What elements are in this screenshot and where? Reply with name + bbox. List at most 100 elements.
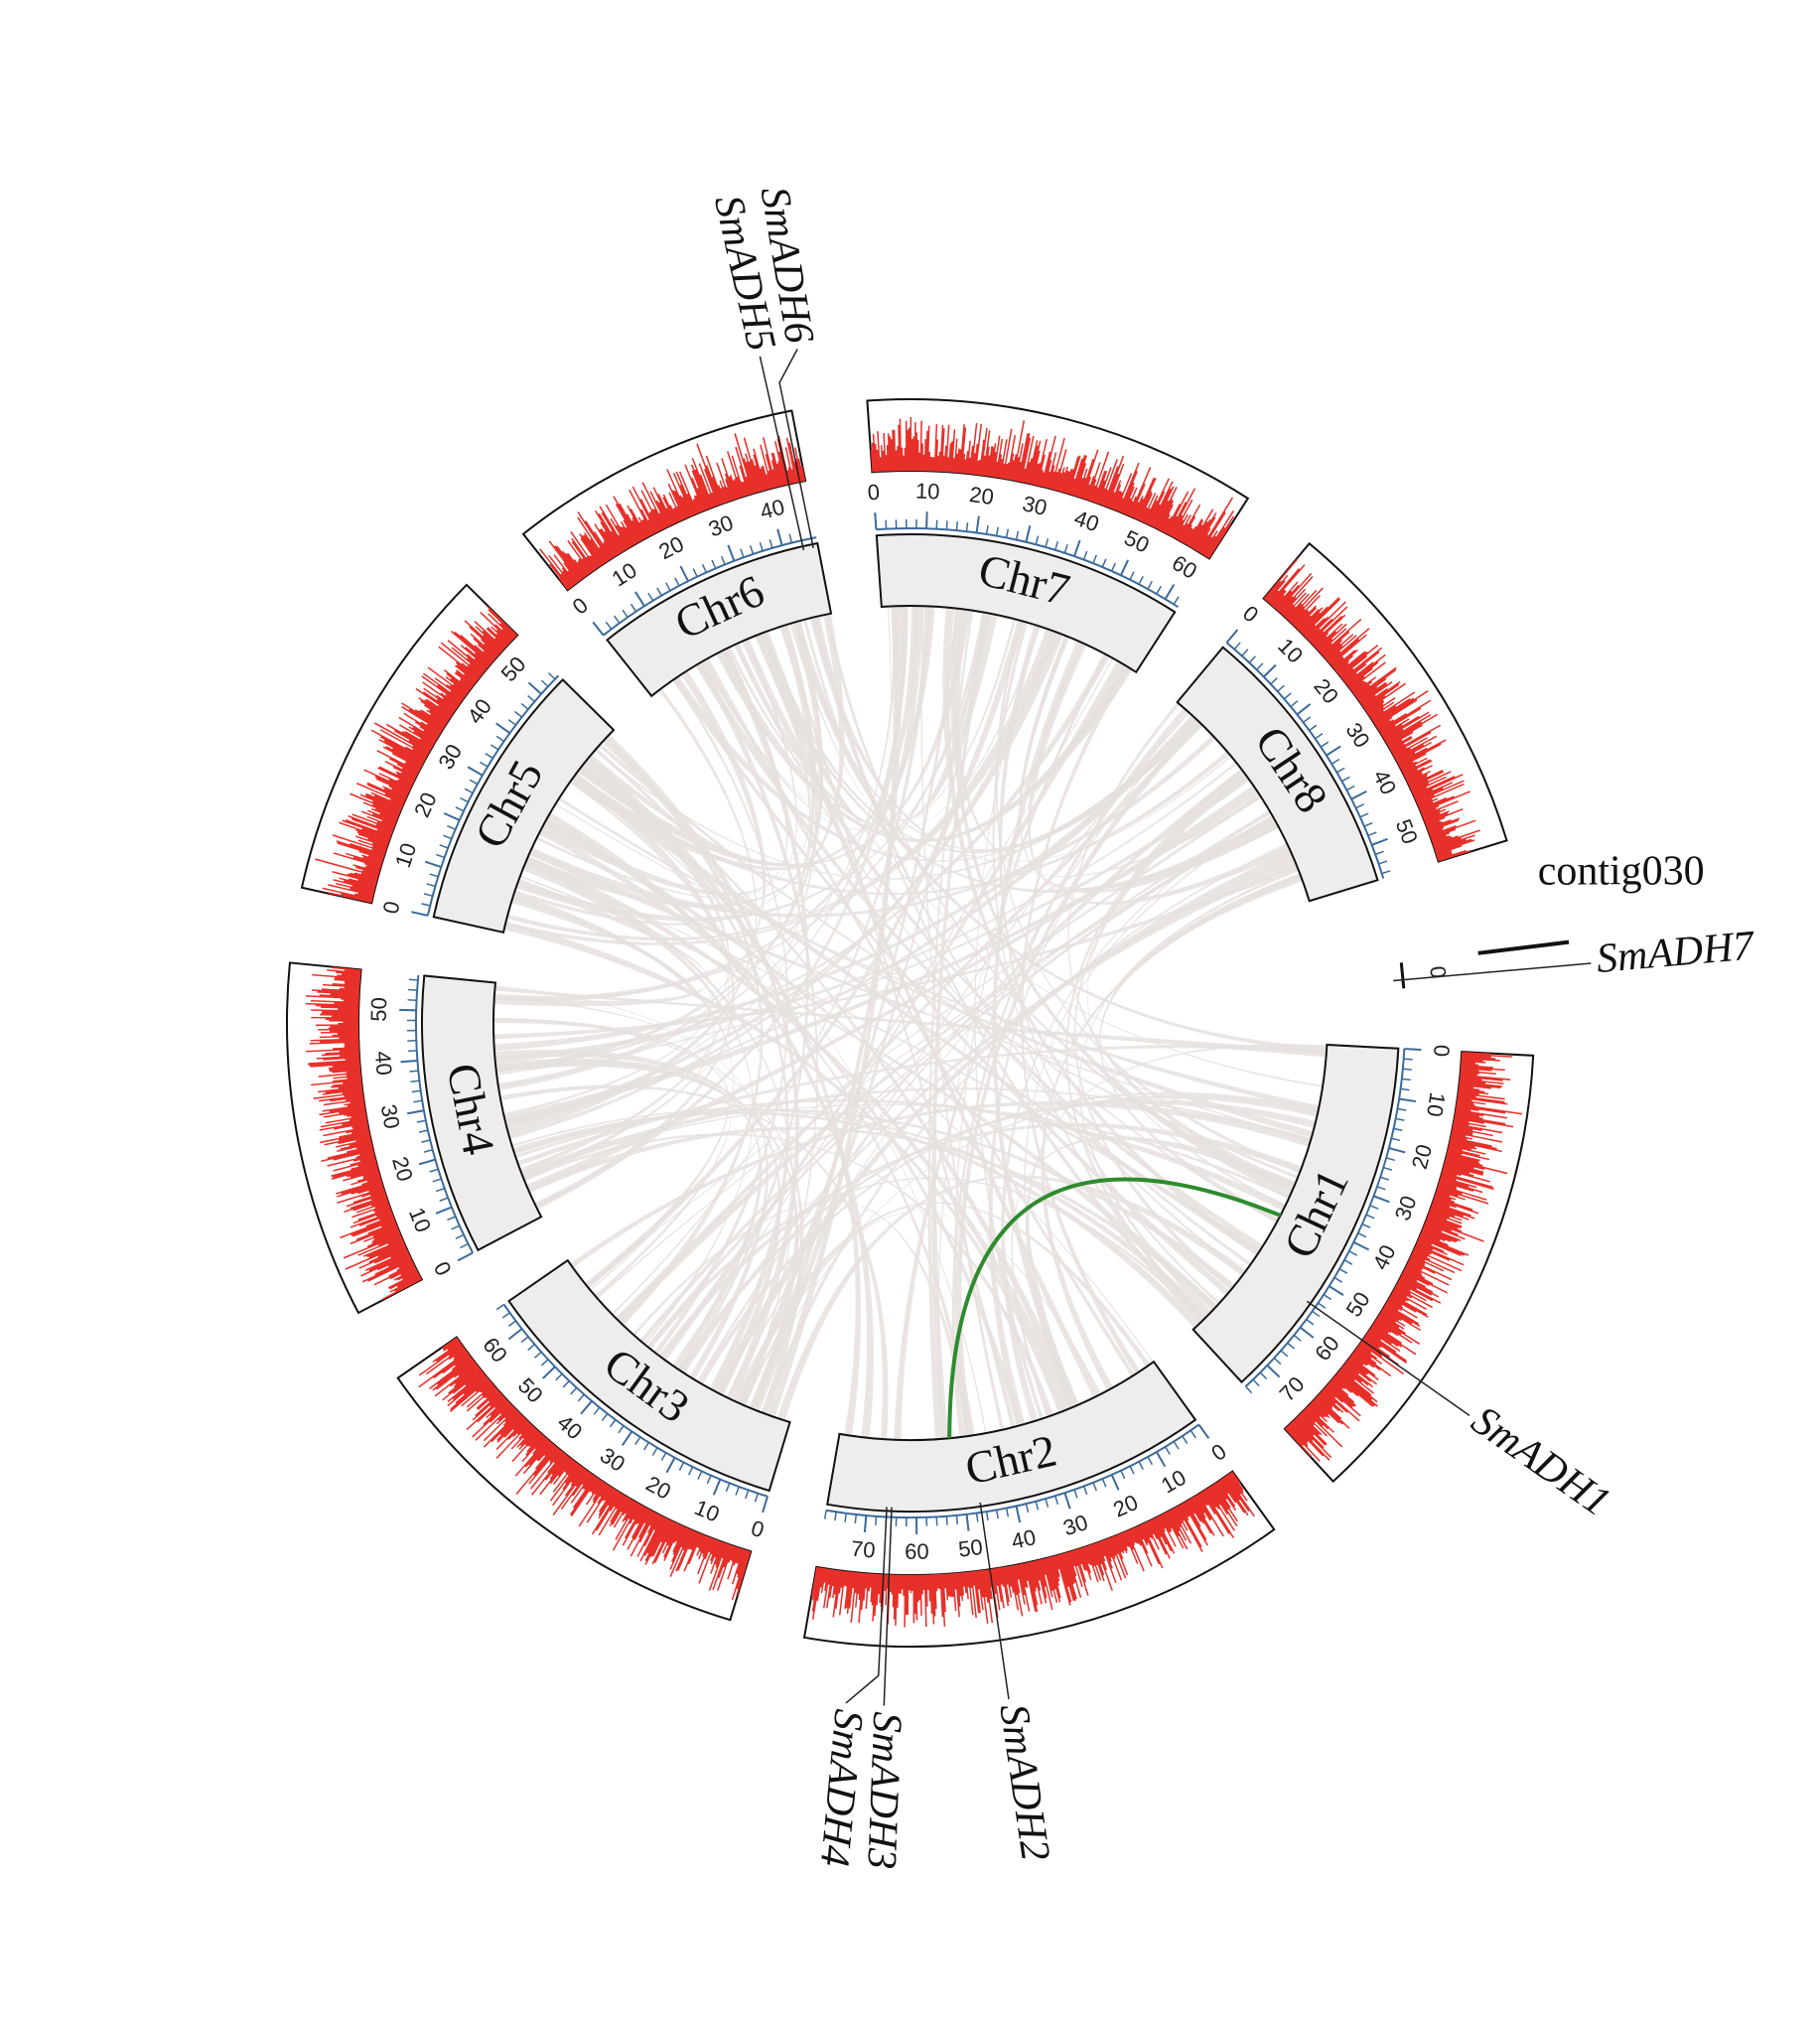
tick-label: 30 xyxy=(433,740,467,774)
minor-tick xyxy=(1005,528,1010,538)
tick-label: 30 xyxy=(1390,1193,1422,1225)
tick-label: 0 xyxy=(378,899,405,916)
minor-tick xyxy=(464,788,474,794)
minor-tick xyxy=(1359,812,1369,818)
link-layer xyxy=(493,606,1328,1440)
minor-tick xyxy=(651,1447,658,1456)
major-tick xyxy=(443,811,461,821)
collinear-link xyxy=(672,660,1124,1367)
tick-label: 40 xyxy=(463,694,497,728)
major-tick xyxy=(1015,1506,1022,1523)
minor-tick xyxy=(1173,1441,1180,1450)
minor-tick xyxy=(514,710,523,718)
minor-tick xyxy=(1333,1276,1343,1283)
minor-tick xyxy=(1391,1137,1401,1142)
tick-label: 40 xyxy=(1071,505,1102,537)
minor-tick xyxy=(749,545,755,555)
minor-tick xyxy=(1248,655,1256,663)
major-tick xyxy=(863,1514,868,1533)
major-tick xyxy=(634,591,645,607)
minor-tick xyxy=(875,1515,878,1525)
tick-label: 10 xyxy=(608,557,641,591)
minor-tick xyxy=(593,1406,601,1415)
major-tick xyxy=(874,512,878,530)
major-tick xyxy=(776,528,783,546)
minor-tick xyxy=(547,672,556,680)
minor-tick xyxy=(945,520,948,530)
major-tick xyxy=(1299,1326,1315,1339)
minor-tick xyxy=(495,735,504,743)
minor-tick xyxy=(411,1089,421,1093)
major-tick xyxy=(965,1514,970,1531)
density-track xyxy=(539,433,806,591)
tick-label: 20 xyxy=(1309,674,1343,709)
gene-label: SmADH1 xyxy=(1464,1397,1618,1525)
collinear-link xyxy=(767,606,899,1418)
contig-track xyxy=(1477,939,1570,955)
major-tick xyxy=(542,1366,556,1379)
minor-tick xyxy=(416,1119,426,1123)
major-tick xyxy=(1388,1147,1406,1154)
minor-tick xyxy=(1363,821,1373,827)
tick-label: 20 xyxy=(655,531,688,564)
axis-line xyxy=(415,974,474,1253)
tick-label: 40 xyxy=(758,494,787,524)
minor-tick xyxy=(1110,562,1116,572)
minor-tick xyxy=(665,582,671,592)
chromosome-box xyxy=(826,1360,1197,1513)
minor-tick xyxy=(439,844,449,849)
minor-tick xyxy=(1320,741,1330,748)
minor-tick xyxy=(1309,724,1318,732)
minor-tick xyxy=(1025,1504,1030,1514)
density-track xyxy=(1263,558,1480,862)
minor-tick xyxy=(678,1462,685,1471)
tick-label: 30 xyxy=(705,509,737,541)
minor-tick xyxy=(418,1129,429,1133)
major-tick xyxy=(435,1206,453,1215)
minor-tick xyxy=(1303,716,1312,724)
tick-label: 50 xyxy=(957,1534,984,1562)
minor-tick xyxy=(634,1436,641,1445)
tick-label: 70 xyxy=(1275,1371,1310,1406)
chromosome-box xyxy=(432,678,616,935)
minor-tick xyxy=(754,1493,760,1503)
gene-marker xyxy=(1393,962,1592,982)
minor-tick xyxy=(854,1514,858,1524)
major-tick xyxy=(1350,790,1367,800)
major-tick xyxy=(580,1400,593,1415)
minor-tick xyxy=(834,1512,837,1521)
density-track xyxy=(418,1337,752,1601)
collinear-link xyxy=(1020,665,1141,1374)
major-tick xyxy=(411,911,429,917)
gene-marker xyxy=(759,356,805,551)
minor-tick xyxy=(455,1233,465,1239)
minor-tick xyxy=(501,1312,510,1319)
density-track xyxy=(315,606,518,904)
minor-tick xyxy=(1379,1176,1389,1181)
minor-tick xyxy=(1045,1498,1050,1508)
minor-tick xyxy=(1287,1342,1296,1350)
minor-tick xyxy=(735,1486,740,1496)
minor-tick xyxy=(1361,1223,1371,1228)
minor-tick xyxy=(1330,758,1340,765)
minor-tick xyxy=(426,883,436,888)
minor-tick xyxy=(460,796,469,803)
collinear-link xyxy=(494,987,1328,1058)
minor-tick xyxy=(1367,831,1377,837)
chromosome-box xyxy=(1176,646,1379,903)
major-tick xyxy=(1326,745,1341,757)
minor-tick xyxy=(1290,700,1299,708)
tick-label: 30 xyxy=(1060,1510,1091,1540)
minor-tick xyxy=(1147,580,1153,590)
minor-tick xyxy=(577,1393,585,1402)
minor-tick xyxy=(1385,1157,1395,1162)
minor-tick xyxy=(410,1080,420,1082)
minor-tick xyxy=(622,609,629,618)
major-tick xyxy=(406,1109,425,1115)
minor-tick xyxy=(1120,1470,1126,1480)
gene-marker xyxy=(979,1502,1010,1699)
minor-tick xyxy=(495,1303,505,1311)
tick-label: 0 xyxy=(1206,1439,1231,1466)
axis-line xyxy=(502,1303,769,1498)
major-tick xyxy=(1352,1240,1370,1251)
